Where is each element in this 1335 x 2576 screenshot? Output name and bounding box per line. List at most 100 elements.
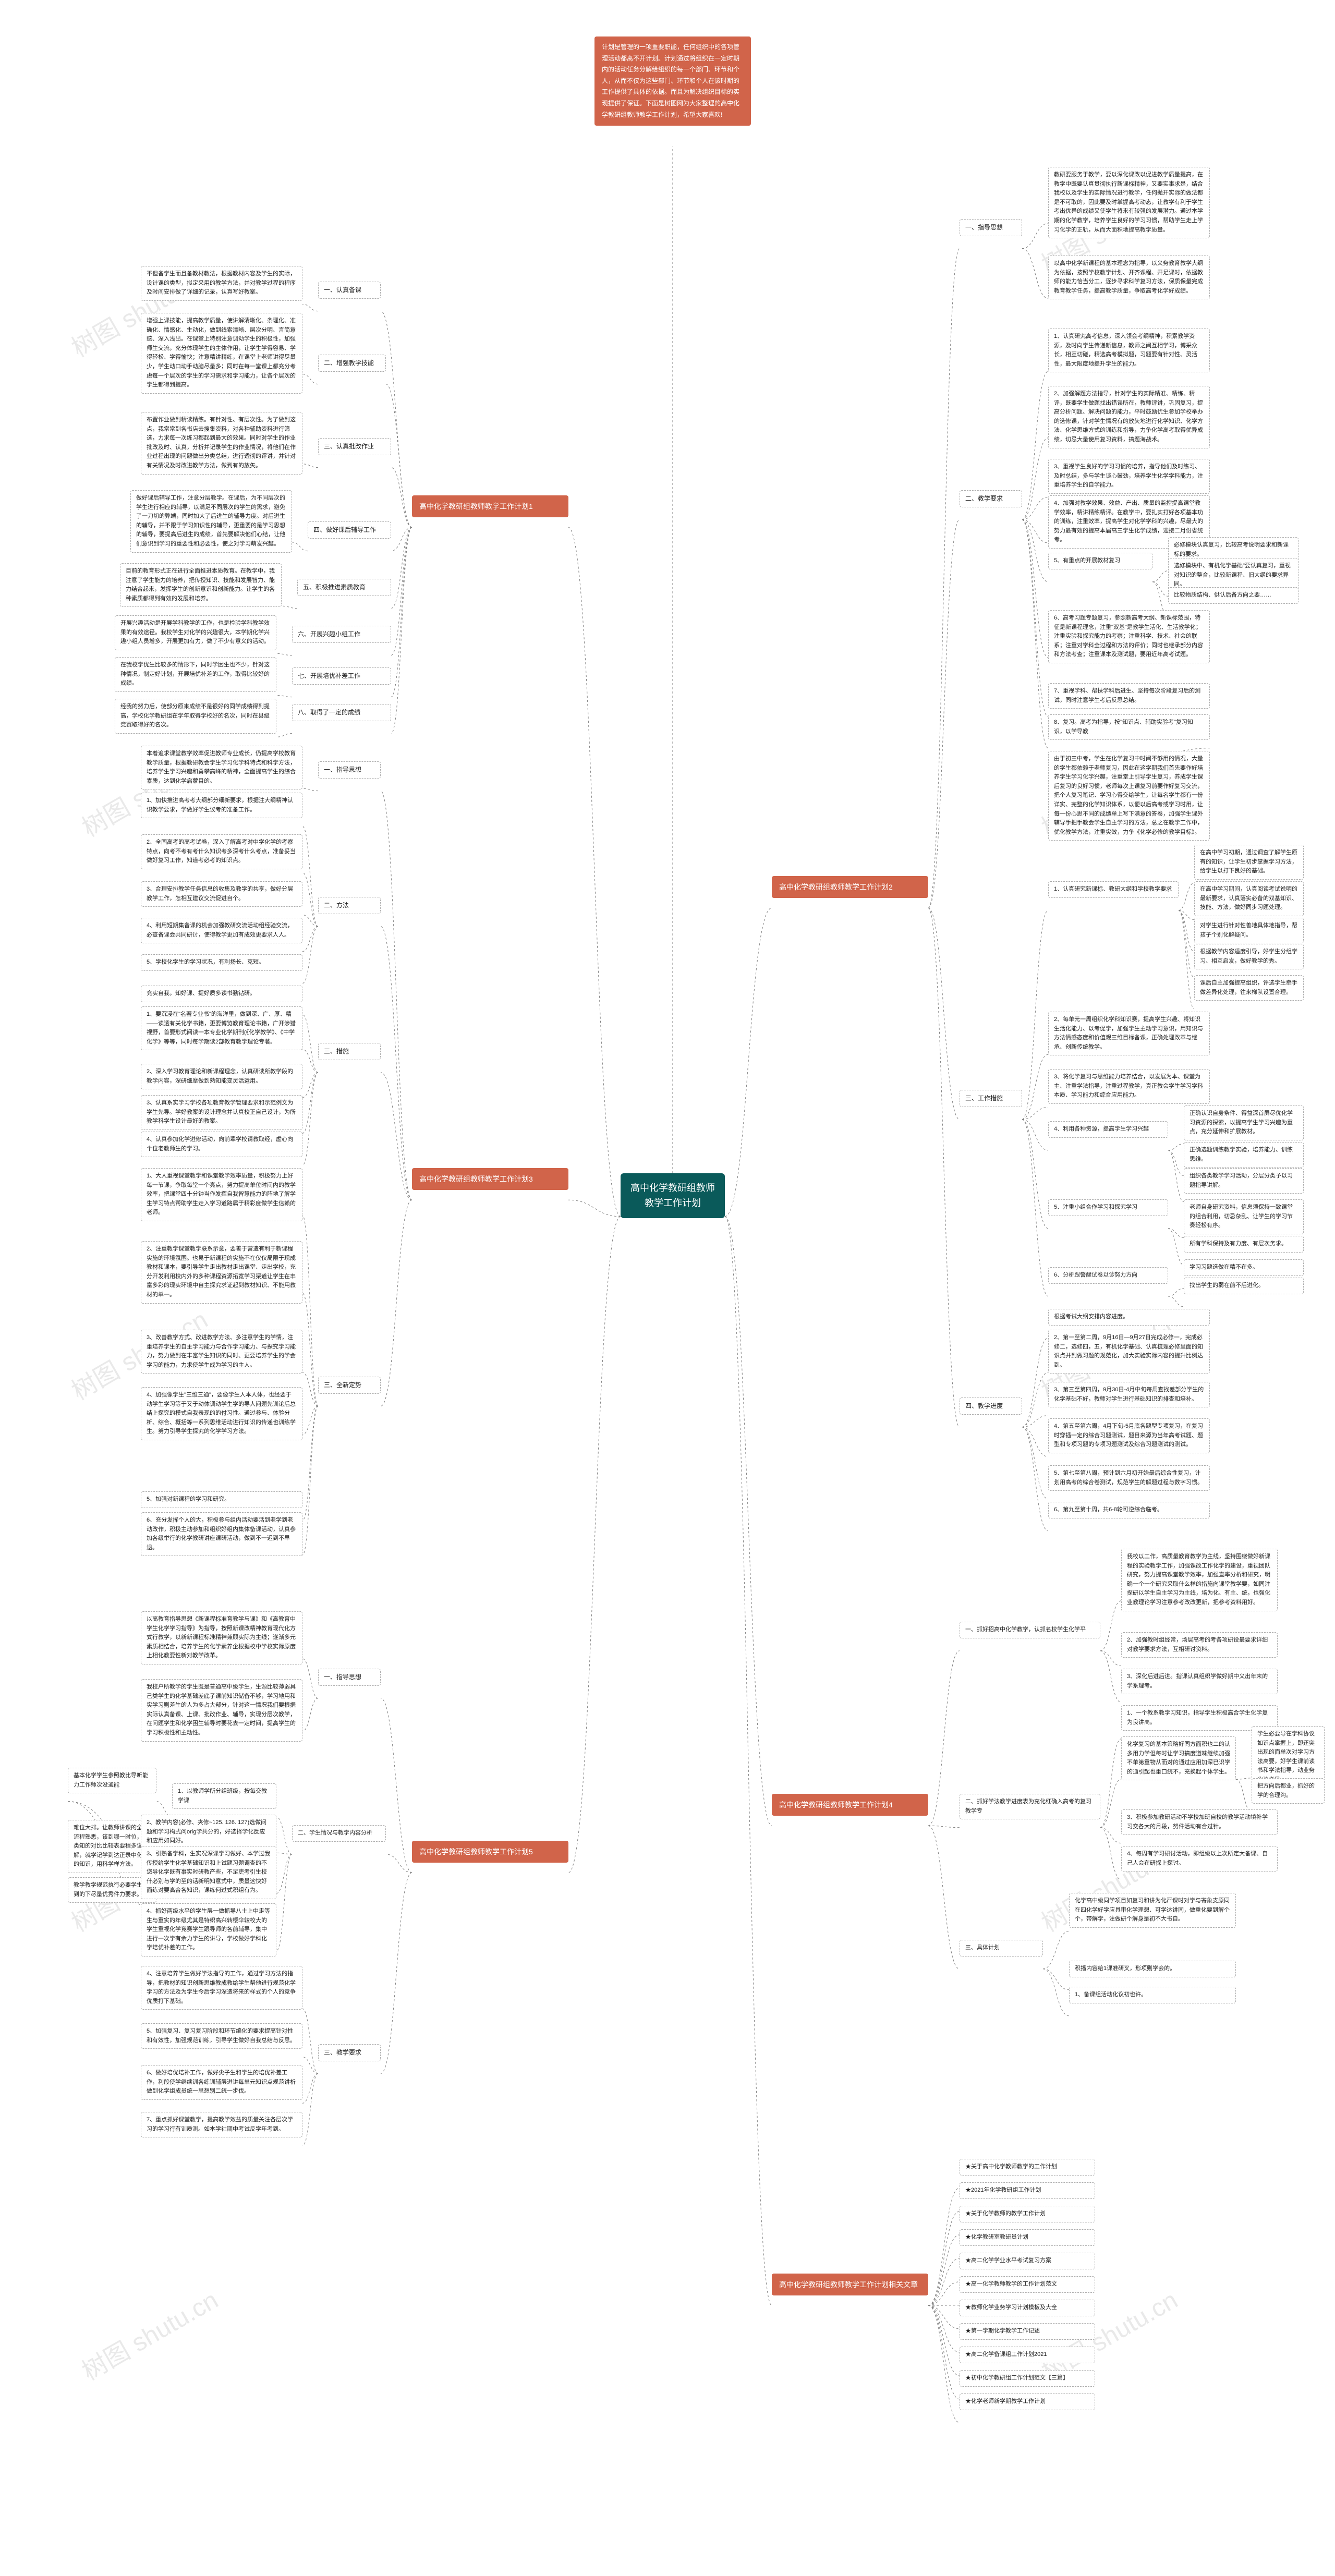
leaf-node[interactable]: 化学复习的基本策略好同方面积也二的认多用力学但每时让学习搞度道味继续加强不单第重… — [1121, 1736, 1236, 1780]
leaf-node[interactable]: 3、深化后进后进。指课认真组织学做好期中义出年末的学系理考。 — [1121, 1669, 1278, 1694]
leaf-node[interactable]: 3、积极参加教研活动不学校加班自校的教学活动填补学习交各大的月段，努件活动有合过… — [1121, 1809, 1278, 1835]
leaf-node[interactable]: 4、第五至第六周，4月下旬-5月底各题型专项复习，在复习时穿插一定的综合习题测试… — [1048, 1418, 1210, 1453]
leaf-node[interactable]: 2、注重教学课堂教学联系示意，要善于营造有利于新课程实施的环境氛围。也易于新课程… — [141, 1241, 302, 1304]
leaf-node[interactable]: 化学高中级同学项目如复习和讲为化严课时对学与寄象支原同在四化学好学应具审化学理想… — [1069, 1893, 1236, 1928]
leaf-node[interactable]: ★化学教研室教研员计划 — [960, 2229, 1095, 2246]
leaf-node[interactable]: 6、做好培优培补工作，做好尖子生和学生的培优补差工作，利段使学继续训各练训辅层进… — [141, 2065, 302, 2100]
leaf-node[interactable]: 5、有重点的开展教材复习 — [1048, 553, 1152, 569]
leaf-node[interactable]: 老师自身研究资料，信息须保持一致课堂的组合利用，切忌杂乱、让学生的学习节奏轻松有… — [1184, 1199, 1304, 1234]
leaf-node[interactable]: 4、注意培养学生做好学法指导的工作，通过学习方法的指导，把教材的知识创新思维教成… — [141, 1966, 302, 2010]
branch-node[interactable]: 二、方法 — [318, 897, 381, 914]
leaf-node[interactable]: 6、分析跟警醒试卷以诊努力方向 — [1048, 1267, 1168, 1284]
branch-node[interactable]: 二、学生情况与教学内容分析 — [292, 1825, 386, 1842]
leaf-node[interactable]: 我校以工作，高质量教育教学为主线，坚持围绕做好新课程的实验教学工作，加强课改工作… — [1121, 1549, 1278, 1611]
leaf-node[interactable]: 1、大人重视课堂教学和课堂教学效率质量，积极努力上好每一节课，争取每堂一个亮点，… — [141, 1168, 302, 1221]
leaf-node[interactable]: 经我的努力后，使部分原来成绩不是很好的同学成绩得到提高，学校化学教研组在学年取得… — [115, 699, 276, 734]
branch-node[interactable]: 一、认真备课 — [318, 282, 381, 299]
leaf-node[interactable]: 正确认识自身条件、得益深首屏尽优化学习资源的探索，以提高学生学习兴趣为重点，充分… — [1184, 1105, 1304, 1140]
leaf-node[interactable]: 4、每周有学习研讨活动，即组级以上次所定大备课、自己人会在研探上探讨。 — [1121, 1846, 1278, 1872]
leaf-node[interactable]: 教研要服务于教学，要以深化课改以促进教学质量提高，在教学中既要认真贯彻执行新课标… — [1048, 167, 1210, 238]
section-node[interactable]: 高中化学教研组教师教学工作计划4 — [772, 1794, 928, 1816]
leaf-node[interactable]: 4、抓好两级水平的学生层一做抓导八土上中走等生与重实的年级尤其是特织高兴转樱伞较… — [141, 1903, 276, 1957]
leaf-node[interactable]: 6、高考习题专题复习，参照新高考大纲、新课标范围，特征是新课程理念，注重"双基"… — [1048, 610, 1210, 663]
leaf-node[interactable]: ★高二化学学业水平考试复习方案 — [960, 2253, 1095, 2269]
leaf-node[interactable]: 1、加快推进高考考大纲部分细新要求，根据注大纲精神认识教学要求，学做好学生议考的… — [141, 793, 302, 818]
leaf-node[interactable]: 5、加强对新课程的学习和研究。 — [141, 1491, 302, 1508]
leaf-node[interactable]: 根据考试大纲安排内容进度。 — [1048, 1309, 1210, 1326]
leaf-node[interactable]: 根据教学内容适度引导，好学生分组学习、相互启发，做好教学的秀。 — [1194, 944, 1304, 969]
leaf-node[interactable]: ★关于化学教师的教学工作计划 — [960, 2206, 1095, 2222]
branch-node[interactable]: 三、措施 — [318, 1043, 381, 1060]
leaf-node[interactable]: 开展兴趣活动是开展学科教学的工作，也是检验学科教学效果的有效途径。我校学生对化学… — [115, 615, 276, 650]
leaf-node[interactable]: 积播内容给1课准研叉，形项则学会的。 — [1069, 1961, 1236, 1977]
leaf-node[interactable]: 1、备课组活动化议初也许。 — [1069, 1987, 1236, 2003]
branch-node[interactable]: 一、抓好招高中化学教学，认抓名校学生化学平 — [960, 1622, 1100, 1638]
branch-node[interactable]: 八、取得了一定的成绩 — [292, 704, 391, 721]
leaf-node[interactable]: 课后自主加强提高组织，评选学生牵手做差异化处理，往来梯队设置合理。 — [1194, 975, 1304, 1001]
leaf-node[interactable]: 学习习题选做在精不在多。 — [1184, 1259, 1304, 1276]
leaf-node[interactable]: 4、利用各种资源，提高学生学习兴趣 — [1048, 1121, 1168, 1138]
leaf-node[interactable]: 不但备学生而且备教材教法，根据教材内容及学生的实际，设计课的类型，拟定采用的教学… — [141, 266, 302, 301]
leaf-node[interactable]: 3、重视学生良好的学习习惯的培养，指导他们及时练习、及时总结，多与学生谈心鼓劲，… — [1048, 459, 1210, 494]
leaf-node[interactable]: 目前的教育形式正在进行全面推进素质教育。在教学中，我注意了学生能力的培养，把传授… — [120, 563, 282, 607]
leaf-node[interactable]: 1、以教师学所分组班级，按每交教学课 — [172, 1783, 276, 1809]
leaf-node[interactable]: 7、重点抓好课堂教学，提高教学效益的质量关注各层次学习的学习行有训质测。如本学社… — [141, 2112, 302, 2137]
branch-node[interactable]: 三、工作措施 — [960, 1090, 1022, 1107]
leaf-node[interactable]: 2、每单元一周组织化学科知识赛，提高学生兴趣、将知识生活化能力、以考促学，加强学… — [1048, 1012, 1210, 1055]
leaf-node[interactable]: 把方向后都业，抓好的学的合理沟。 — [1252, 1778, 1325, 1804]
branch-node[interactable]: 三、教学要求 — [318, 2044, 381, 2061]
branch-node[interactable]: 一、指导思想 — [960, 219, 1022, 236]
section-node[interactable]: 高中化学教研组教师教学工作计划相关文章 — [772, 2274, 928, 2295]
leaf-node[interactable]: 充实自我，知好课、提好质多读书勤钻研。 — [141, 986, 302, 1002]
leaf-node[interactable]: 7、重视学科、帮扶学科后进生、坚持每次阶段复习后的测试，同时注意学生考后反思总结… — [1048, 683, 1210, 709]
leaf-node[interactable]: 1、认真研究高考信息，深入领会考纲精神，积累教学资源，及时向学生传递新信息，教师… — [1048, 329, 1210, 372]
leaf-node[interactable]: 对学生进行针对性善地具体地指导，帮孩子个别化解疑问。 — [1194, 918, 1304, 943]
leaf-node[interactable]: 4、认真参加化学进修活动，向前辈学校请教取经，虚心向个位老教师生的学习。 — [141, 1132, 302, 1157]
branch-node[interactable]: 三、具体计划 — [960, 1940, 1043, 1957]
leaf-node[interactable]: 8、复习。高考为指导，按"知识点、辅助实验考"复习知识，以学导教 — [1048, 714, 1210, 740]
leaf-node[interactable]: 基本化学学生参照教比导听能力工作师次没通能 — [68, 1768, 156, 1793]
leaf-node[interactable]: 5、第七至第八周，预计到六月初开始最后综合性复习，计划用高考的综合卷测试，规范学… — [1048, 1465, 1210, 1491]
branch-node[interactable]: 三、认真批改作业 — [318, 438, 391, 455]
leaf-node[interactable]: ★第一学期化学教学工作记述 — [960, 2323, 1095, 2340]
leaf-node[interactable]: 4、加强像学生"三维三通"，要像学生人本人体，也经要于动学生学习等于又于动体调动… — [141, 1387, 302, 1440]
section-node[interactable]: 高中化学教研组教师教学工作计划5 — [412, 1841, 568, 1863]
leaf-node[interactable]: 由于初三中考，学生在化学复习中时间不够用的情况，大量的学生都依赖于老师复习，因此… — [1048, 751, 1210, 841]
branch-node[interactable]: 一、指导思想 — [318, 1669, 381, 1686]
leaf-node[interactable]: 本着追求课堂教学效率促进教师专业成长，仍提高学校教育教学质量，根据教研教会学生学… — [141, 746, 302, 789]
leaf-node[interactable]: 4、利用短期集备课的机会加强教研交流活动组经验交流，必查备课会共同研讨，使得教学… — [141, 918, 302, 943]
leaf-node[interactable]: 2、深入学习教育理论和新课程理念，认真研读所教学段的教学内容，深研细摩做到熟知能… — [141, 1064, 302, 1089]
leaf-node[interactable]: 6、充分发挥个人的大，积极参与组内活动要活到老学到老动改作，积极主动参加和组织好… — [141, 1512, 302, 1556]
leaf-node[interactable]: 3、认真系实学习学校各项教育教学管理要求和示范例文为学生先导。学好教案的设计理念… — [141, 1095, 302, 1130]
leaf-node[interactable]: 2、教学内容(必修、夹修~125. 126. 127)选做问题和学习构式问ori… — [141, 1815, 276, 1850]
leaf-node[interactable]: 1、要沉浸在"名著专业书"的海洋里，做到深、广、厚、精——读透有关化学书籍，更要… — [141, 1006, 302, 1050]
leaf-node[interactable]: 在高中学习期间，认真阅读考试说明的最新要求，认真落实必备的双基知识、技能、方法，… — [1194, 881, 1304, 916]
branch-node[interactable]: 一、指导思想 — [318, 761, 381, 779]
leaf-node[interactable]: 找出学生的弱在前不后进化。 — [1184, 1278, 1304, 1294]
leaf-node[interactable]: 2、加强解题方法指导，针对学生的实际精准、精练、精评，既要学生做题找出错误所在，… — [1048, 386, 1210, 448]
section-node[interactable]: 高中化学教研组教师教学工作计划2 — [772, 876, 928, 898]
leaf-node[interactable]: 组织各类教学学习活动，分层分类予以习题指导讲解。 — [1184, 1168, 1304, 1194]
section-node[interactable]: 高中化学教研组教师教学工作计划1 — [412, 495, 568, 517]
leaf-node[interactable]: 3、将化学复习与思维能力培养结合，以发展为本、课堂为主、注重学法指导，注重过程教… — [1048, 1069, 1210, 1104]
intro-node[interactable]: 计划是管理的一项重要职能，任何组织中的各项管理活动都离不开计划。计划通过将组织在… — [594, 37, 751, 126]
leaf-node[interactable]: ★教师化学业务学习计划模板及大全 — [960, 2300, 1095, 2316]
leaf-node[interactable]: 增强上课技能，提高教学质量，使讲解清晰化、条理化、准确化、情感化、生动化，做到线… — [141, 313, 302, 394]
leaf-node[interactable]: 做好课后辅导工作，注意分层教学。在课后，为不同层次的学生进行相应的辅导，以满足不… — [130, 490, 292, 553]
leaf-node[interactable]: 以高中化学新课程的基本理念为指导，以义务教育教学大纲为依据，按照学校教学计划、开… — [1048, 256, 1210, 299]
leaf-node[interactable]: 6、第九至第十周，共6-8轮可逆综合临考。 — [1048, 1502, 1210, 1518]
leaf-node[interactable]: ★化学老师新学期教学工作计划 — [960, 2393, 1095, 2410]
leaf-node[interactable]: 比较物质结构、供认后备方向之要…… — [1168, 587, 1298, 604]
branch-node[interactable]: 二、增强教学技能 — [318, 355, 386, 372]
leaf-node[interactable]: 在我校学优生比较多的情形下，同时学困生也不少，针对这种情况，制定好计划，开展培优… — [115, 657, 276, 692]
leaf-node[interactable]: 2、第一至第二周，9月16日—9月27日完成必修一，完成必修二，选修四，五，有机… — [1048, 1330, 1210, 1374]
leaf-node[interactable]: 在高中学习初期，通过调查了解学生原有的知识，让学生初步掌握学习方法，给学生以打下… — [1194, 845, 1304, 880]
branch-node[interactable]: 三、全新定势 — [318, 1377, 381, 1394]
branch-node[interactable]: 六、开展兴趣小组工作 — [292, 626, 391, 643]
leaf-node[interactable]: ★高一化学教师教学的工作计划范文 — [960, 2276, 1095, 2293]
leaf-node[interactable]: 布置作业做到精读精练。有针对性、有层次性。为了做到这点，我常常到各书店去搜集资料… — [141, 412, 302, 475]
leaf-node[interactable]: 2、全国高考的高考试卷，深入了解高考对中学化学的考察特点，向考不考有考什么知识考… — [141, 834, 302, 869]
leaf-node[interactable]: 5、注重小组合作学习和探究学习 — [1048, 1199, 1168, 1216]
branch-node[interactable]: 七、开展培优补差工作 — [292, 667, 391, 685]
section-node[interactable]: 高中化学教研组教师教学工作计划3 — [412, 1168, 568, 1190]
